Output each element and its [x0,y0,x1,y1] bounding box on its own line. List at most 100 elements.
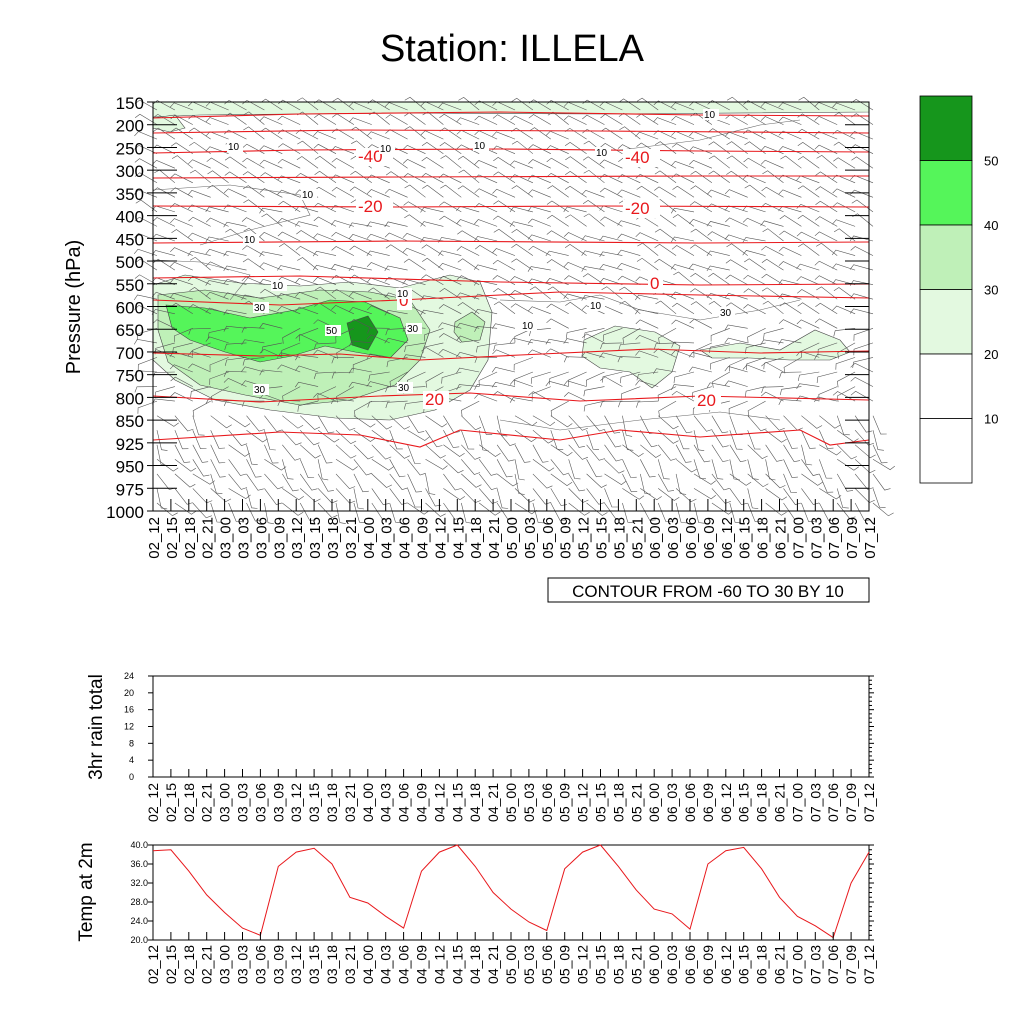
wind-barb [282,444,301,461]
wind-barb [778,174,802,184]
wind-barb [640,415,656,434]
wind-barb [654,258,677,271]
wind-barb [654,141,677,154]
wind-barb [706,250,730,257]
humidity-contour-label: 10 [397,289,409,300]
wind-barb [491,381,516,388]
wind-barb [348,117,372,125]
wind-barb [726,243,748,256]
wind-barb [620,371,641,384]
temp-x-tick-label: 03_21 [342,945,358,984]
wind-barb [313,233,337,242]
wind-barb [478,415,493,435]
wind-barb [797,289,820,300]
wind-barb [658,400,677,418]
wind-barb [617,189,641,198]
wind-barb [492,188,516,198]
wind-barb [778,146,802,154]
wind-barb [747,328,766,344]
wind-barb [872,415,887,435]
humidity-label-bg [301,189,317,200]
wind-barb [331,187,355,198]
wind-barb [511,185,534,198]
wind-barb [635,232,659,242]
wind-barb [778,279,802,285]
wind-barb [760,129,784,140]
wind-barb [135,258,158,271]
wind-barb [654,243,677,256]
wind-barb [171,155,193,169]
wind-barb [192,502,212,519]
wind-barb [134,370,158,377]
wind-barb [205,206,229,213]
humidity-label-bg [396,288,412,299]
temp-x-tick-label: 05_09 [557,945,573,984]
wind-barb [711,473,730,491]
wind-barb [246,473,264,491]
wind-barb [567,371,587,387]
wind-barb [563,115,587,125]
temperature-contour-line [152,175,869,179]
temperature-contour-line [152,429,870,448]
wind-barb [336,342,355,359]
wind-barb [509,397,533,403]
wind-barb [640,459,656,478]
x-tick-label: 03_09 [271,517,288,559]
wind-barb [814,275,838,285]
wind-barb [420,207,444,213]
humidity-contour-label: 10 [522,321,534,332]
wind-barb [832,219,856,227]
temperature-contour-line [152,205,870,208]
wind-barb [545,380,569,387]
wind-barb [277,129,301,140]
wind-barb [744,258,766,271]
wind-barb [242,258,265,271]
wind-barb [188,114,211,125]
wind-barb [836,473,854,492]
wind-barb [568,488,589,503]
wind-barb [581,250,605,256]
wind-barb [783,488,802,505]
wind-barb [420,221,444,227]
wind-barb [690,170,713,184]
colorbar-box [919,160,973,226]
wind-barb [729,444,747,463]
y-tick-label: 350 [116,185,144,204]
wind-barb [815,200,838,213]
wind-barb [586,459,603,478]
temp-x-tick-label: 02_21 [199,945,215,984]
wind-barb [675,502,688,524]
humidity-contour-line [152,184,311,246]
wind-barb [837,429,859,443]
wind-barb [402,159,426,169]
wind-barb [137,357,158,371]
wind-barb [313,349,337,358]
wind-barb [438,173,462,184]
wind-barb [801,502,815,522]
wind-barb [836,488,849,509]
wind-barb [313,131,337,140]
wind-barb [675,488,697,503]
wind-barb [438,102,462,111]
wind-barb [653,100,677,111]
wind-barb [690,288,713,300]
wind-barb [473,264,498,271]
wind-barb [671,102,695,111]
wind-barb [511,258,534,271]
wind-barb [854,444,876,459]
wind-barb [223,309,247,316]
colorbar: 50 40 30 20 10 [919,95,998,484]
wind-barb [282,328,301,344]
wind-barb [640,430,658,448]
wind-barb [277,218,301,227]
wind-barb [671,384,695,391]
humidity-label-bg [271,280,287,291]
wind-barb [547,286,569,300]
y-axis-label: Pressure (hPa) [63,240,85,375]
wind-barb [653,130,677,140]
temp-y-tick-label: 28.0 [130,897,148,907]
wind-barb [439,113,462,125]
wind-barb [745,342,766,354]
wind-barb [456,292,480,300]
humidity-contour-line [619,119,801,151]
